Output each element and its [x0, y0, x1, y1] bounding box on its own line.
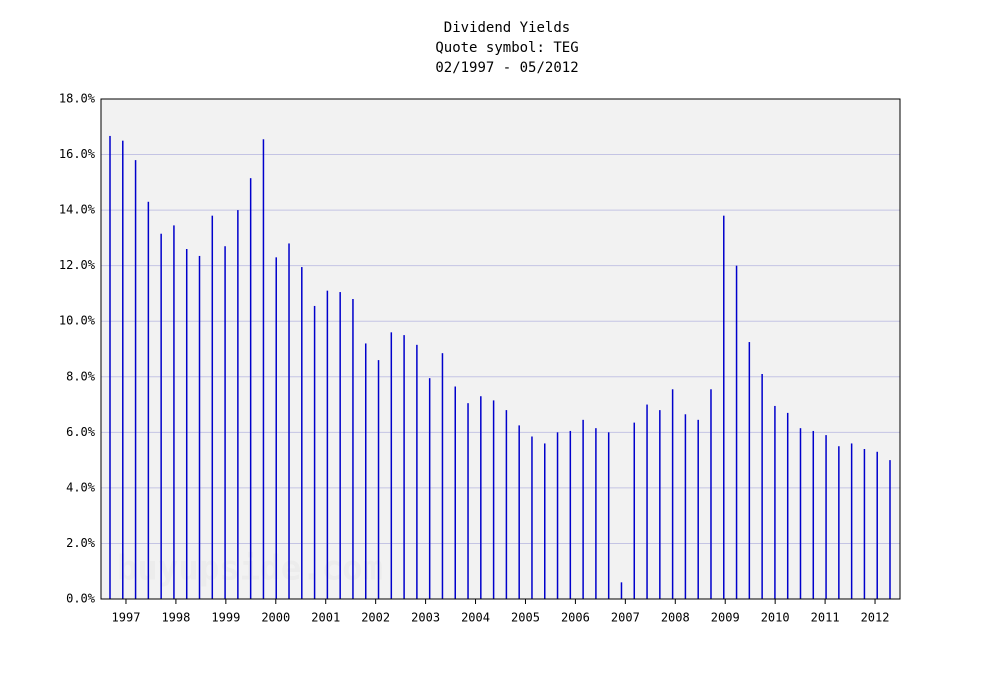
- bar: [799, 428, 802, 599]
- x-tick-label: 2009: [711, 611, 740, 625]
- x-tick-label: 1999: [211, 611, 240, 625]
- bar: [620, 582, 623, 599]
- bar: [710, 389, 712, 599]
- bar: [262, 139, 265, 599]
- bar: [812, 430, 815, 599]
- x-tick-label: 2006: [561, 611, 590, 625]
- bar: [224, 246, 226, 599]
- bar: [582, 419, 584, 599]
- x-tick-label: 1998: [161, 611, 190, 625]
- bar: [416, 344, 418, 599]
- y-tick-label: 2.0%: [66, 536, 96, 550]
- bar: [863, 449, 866, 599]
- bar: [403, 335, 405, 599]
- bar: [761, 374, 763, 599]
- bar: [646, 404, 648, 599]
- x-tick-label: 2003: [411, 611, 440, 625]
- bar: [160, 233, 162, 599]
- bar: [544, 443, 546, 599]
- bar: [339, 292, 341, 599]
- bar: [671, 389, 674, 599]
- bar: [876, 451, 878, 599]
- y-tick-label: 0.0%: [66, 592, 96, 606]
- bar: [211, 215, 214, 599]
- bar: [556, 432, 559, 599]
- x-tick-label: 2000: [261, 611, 290, 625]
- bar: [134, 160, 137, 599]
- y-tick-label: 10.0%: [59, 314, 96, 328]
- x-tick-label: 2002: [361, 611, 390, 625]
- bar: [569, 430, 572, 599]
- bar: [659, 410, 661, 599]
- bar: [377, 360, 380, 599]
- bar: [467, 403, 469, 599]
- y-tick-label: 4.0%: [66, 480, 96, 494]
- date-range: 02/1997 - 05/2012: [435, 60, 578, 76]
- bar: [237, 210, 239, 599]
- y-tick-label: 8.0%: [66, 369, 96, 383]
- bar: [109, 135, 111, 599]
- x-tick-label: 2005: [511, 611, 540, 625]
- chart-subtitle: Quote symbol: TEG: [435, 40, 578, 56]
- bar: [684, 414, 687, 599]
- plot-border: [100, 98, 901, 600]
- y-tick-label: 6.0%: [66, 425, 96, 439]
- x-tick-label: 2001: [311, 611, 340, 625]
- bar: [505, 410, 508, 599]
- x-tick-label: 2012: [861, 611, 890, 625]
- plot-area: [101, 99, 900, 599]
- y-tick-label: 12.0%: [59, 258, 96, 272]
- bar: [352, 299, 354, 599]
- bar: [697, 419, 699, 599]
- bar: [480, 396, 482, 599]
- bar: [492, 400, 495, 599]
- bar: [122, 140, 124, 599]
- chart-title: Dividend Yields: [444, 20, 570, 36]
- x-tick-label: 2008: [661, 611, 690, 625]
- bar: [301, 267, 303, 599]
- y-tick-label: 18.0%: [59, 92, 96, 106]
- bar: [147, 201, 150, 599]
- bar: [249, 178, 252, 599]
- bar: [748, 342, 751, 599]
- bar: [518, 425, 520, 599]
- bar: [288, 243, 290, 599]
- bar: [735, 265, 738, 599]
- bar: [786, 412, 789, 599]
- bar: [390, 332, 393, 599]
- bar: [889, 460, 891, 599]
- bar: [185, 249, 188, 599]
- bar: [326, 290, 329, 599]
- y-tick-label: 14.0%: [59, 203, 96, 217]
- bar: [313, 305, 316, 599]
- bar: [633, 422, 636, 599]
- bar: [723, 215, 725, 599]
- x-tick-label: 2011: [811, 611, 840, 625]
- bar: [441, 353, 444, 599]
- bar: [595, 428, 597, 599]
- bar: [454, 386, 456, 599]
- x-tick-label: 2010: [761, 611, 790, 625]
- bar: [850, 443, 853, 599]
- bar: [173, 225, 175, 599]
- bar: [825, 435, 827, 599]
- x-tick-label: 2004: [461, 611, 490, 625]
- bar: [364, 343, 367, 599]
- x-tick-label: 1997: [112, 611, 141, 625]
- bar: [275, 257, 277, 599]
- bar: [198, 255, 201, 599]
- x-tick-label: 2007: [611, 611, 640, 625]
- bar: [774, 405, 776, 599]
- bar: [607, 432, 610, 599]
- bar: [838, 446, 840, 599]
- bar: [428, 378, 431, 599]
- bar: [531, 436, 533, 599]
- y-tick-label: 16.0%: [59, 147, 96, 161]
